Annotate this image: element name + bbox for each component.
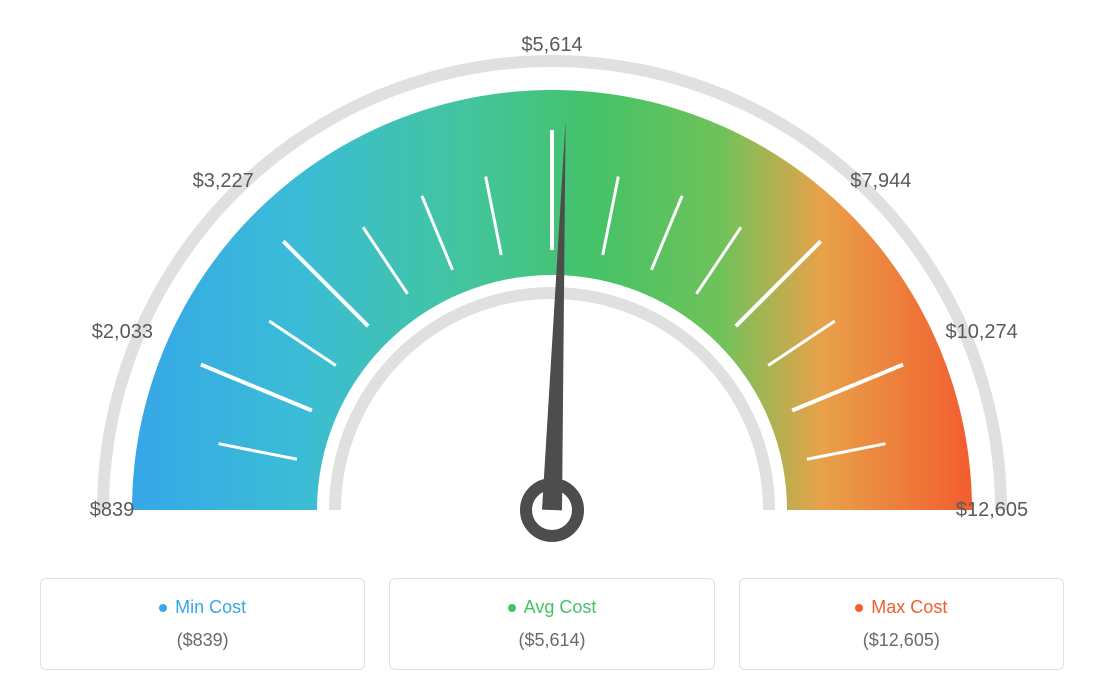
gauge-tick-label: $3,227 — [193, 170, 254, 192]
legend-card-max: Max Cost ($12,605) — [739, 578, 1064, 670]
gauge-tick-label: $839 — [90, 499, 135, 521]
legend-title-min: Min Cost — [159, 597, 246, 618]
legend-title-max: Max Cost — [855, 597, 947, 618]
legend-value-avg: ($5,614) — [400, 630, 703, 651]
legend-title-avg: Avg Cost — [508, 597, 597, 618]
legend-value-max: ($12,605) — [750, 630, 1053, 651]
legend-card-min: Min Cost ($839) — [40, 578, 365, 670]
legend-dot-max — [855, 604, 863, 612]
gauge-svg: $839 $2,033 $3,227 $5,614 $7,944 $10,274 $12,6… — [22, 10, 1082, 570]
legend-label-min: Min Cost — [175, 597, 246, 618]
gauge-tick-label: $12,605 — [956, 499, 1028, 521]
legend-card-avg: Avg Cost ($5,614) — [389, 578, 714, 670]
gauge-tick-label: $10,274 — [945, 321, 1017, 343]
gauge-tick-label: $2,033 — [92, 321, 153, 343]
legend-dot-avg — [508, 604, 516, 612]
gauge-tick-label: $7,944 — [850, 170, 911, 192]
legend-row: Min Cost ($839) Avg Cost ($5,614) Max Co… — [40, 578, 1064, 670]
gauge-tick-label: $5,614 — [521, 34, 582, 56]
legend-value-min: ($839) — [51, 630, 354, 651]
gauge-chart: $839 $2,033 $3,227 $5,614 $7,944 $10,274 $12,6… — [0, 0, 1104, 560]
legend-label-max: Max Cost — [871, 597, 947, 618]
legend-dot-min — [159, 604, 167, 612]
legend-label-avg: Avg Cost — [524, 597, 597, 618]
